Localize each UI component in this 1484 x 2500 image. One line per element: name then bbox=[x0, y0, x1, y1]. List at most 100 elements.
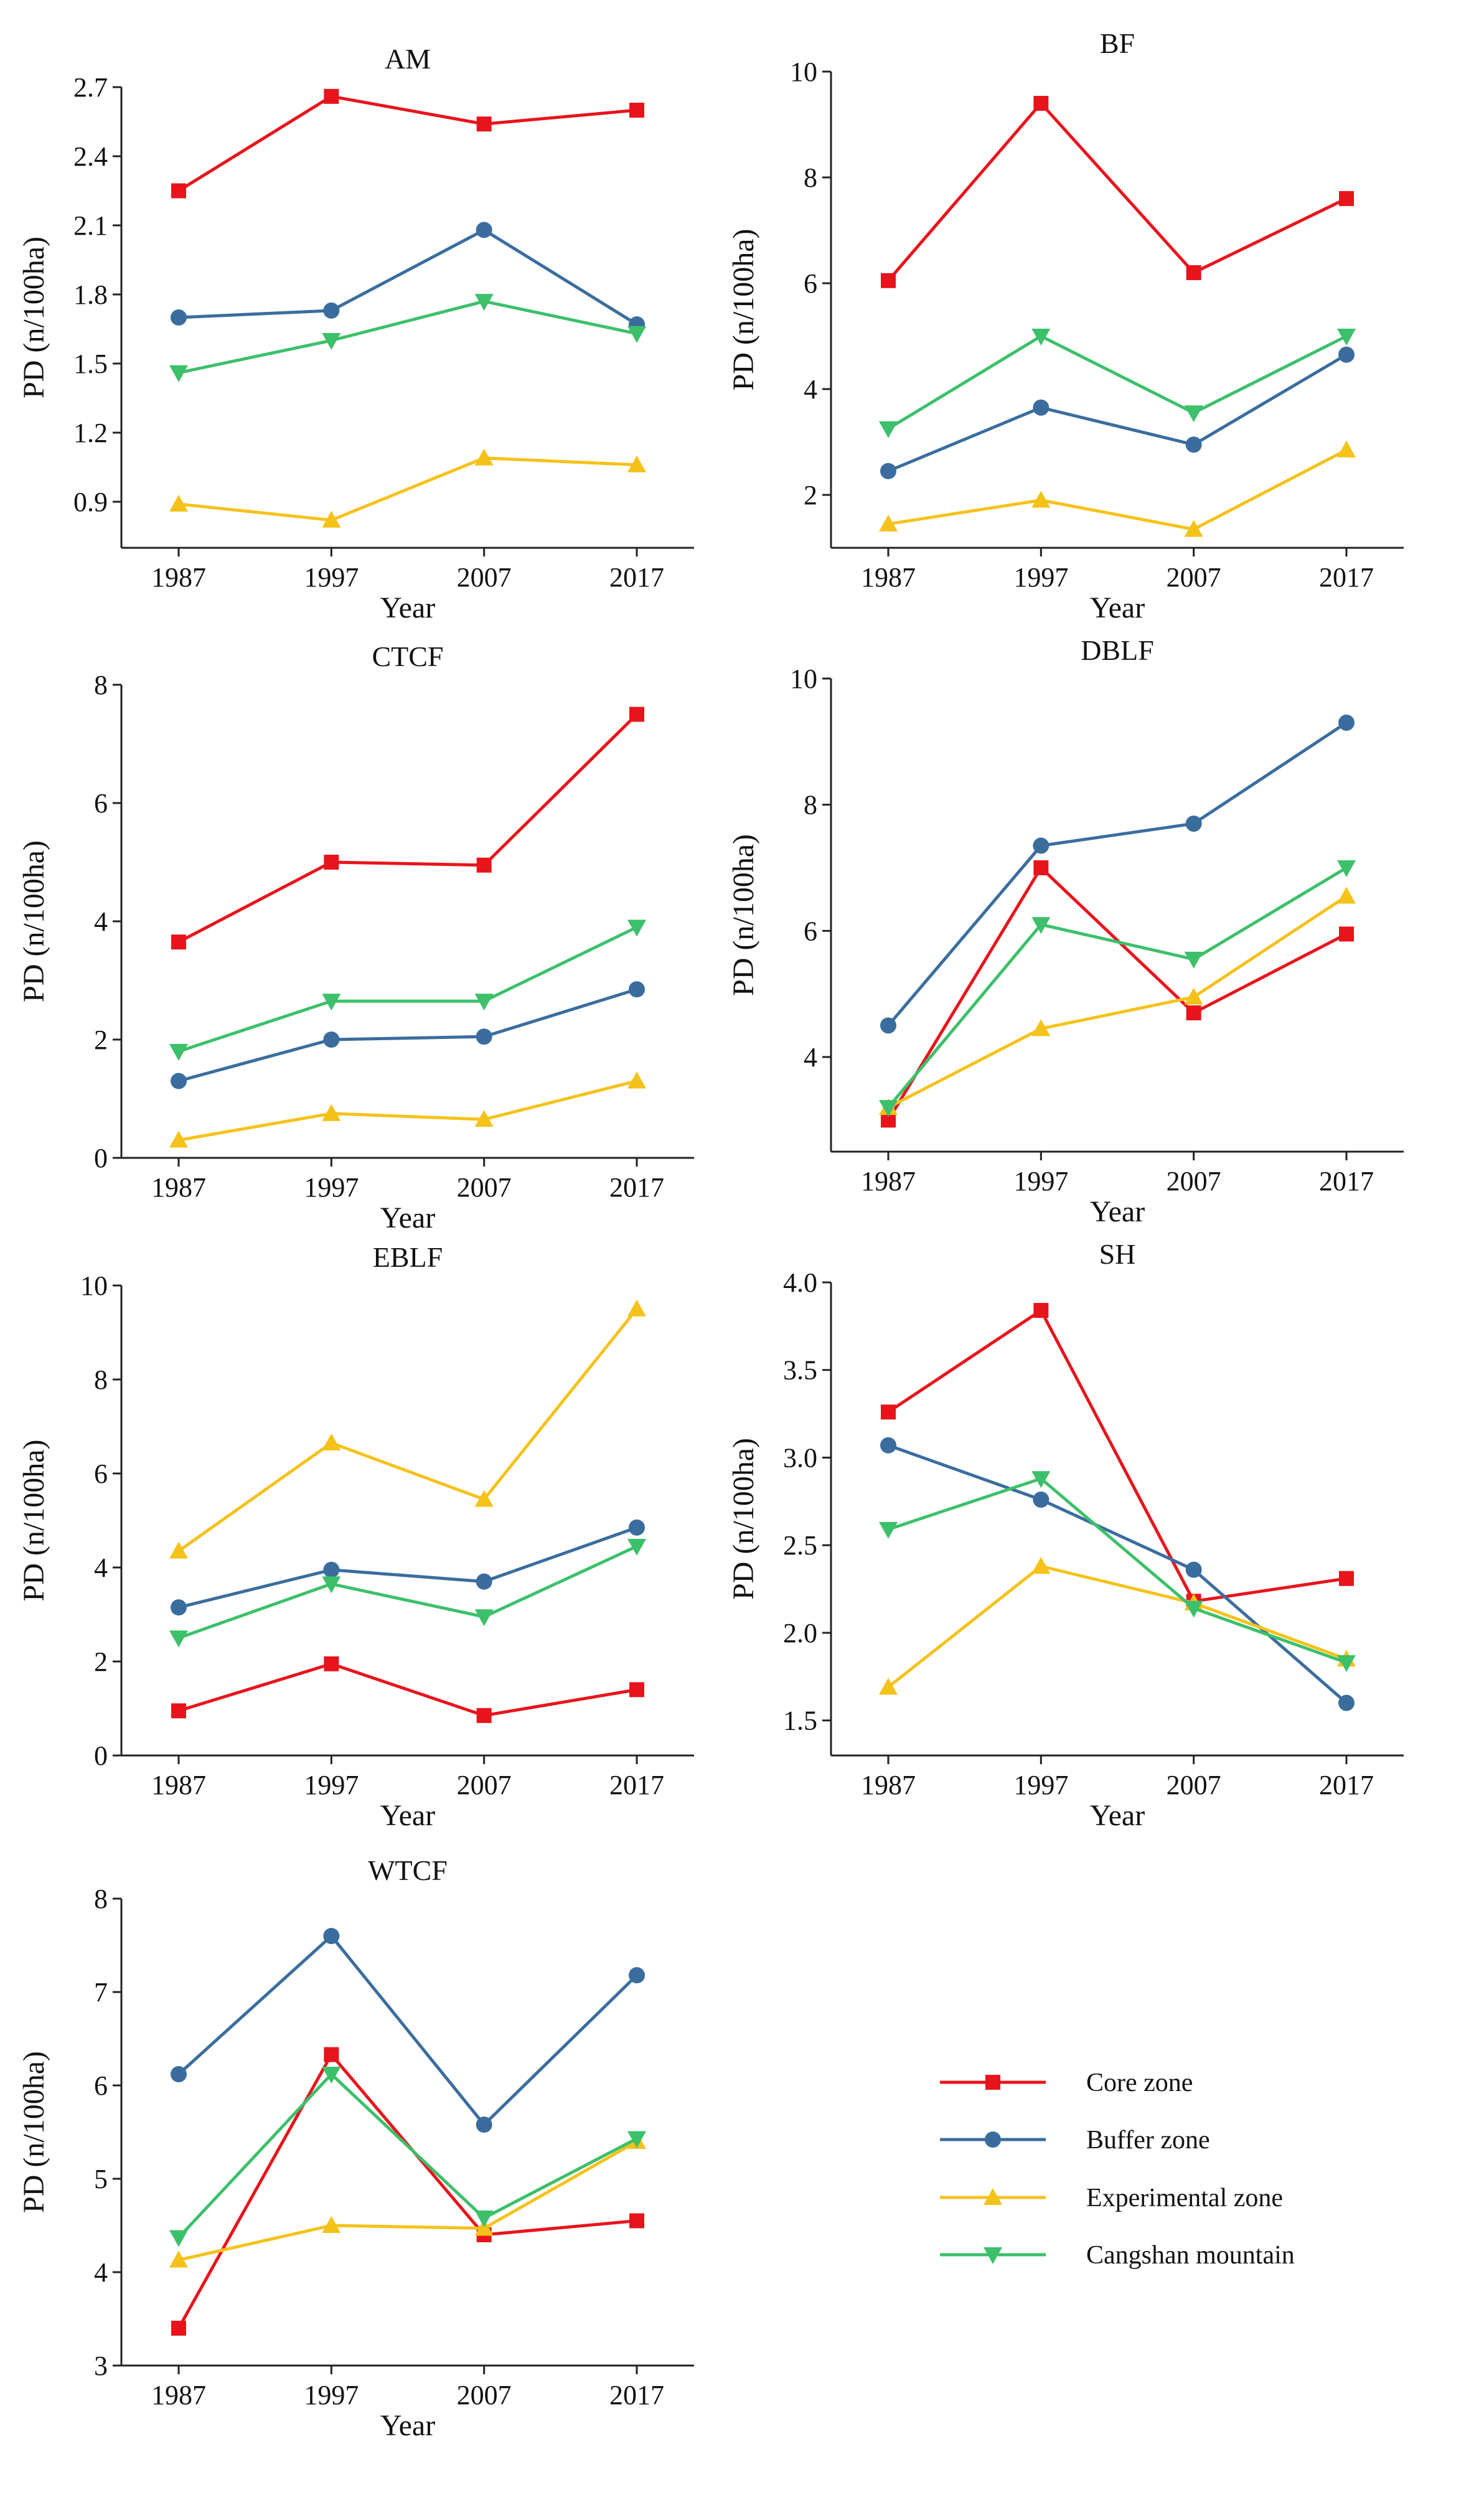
data-point bbox=[171, 2066, 187, 2082]
series-buffer-zone bbox=[171, 222, 645, 333]
series-core-zone bbox=[171, 88, 644, 199]
data-point bbox=[879, 421, 898, 438]
data-point bbox=[476, 857, 492, 873]
data-point bbox=[169, 1541, 188, 1559]
series-line bbox=[178, 299, 637, 375]
data-point bbox=[629, 103, 644, 118]
series-line bbox=[178, 1079, 637, 1142]
x-tick-label: 2007 bbox=[457, 2380, 512, 2410]
series-cangshan-mountain bbox=[169, 294, 646, 382]
x-tick-label: 2007 bbox=[1167, 562, 1221, 593]
y-tick-label: 5 bbox=[94, 2164, 108, 2194]
series-line bbox=[887, 101, 1348, 282]
data-point bbox=[169, 1630, 188, 1648]
legend-item-core-zone: Core zone bbox=[940, 2069, 1193, 2097]
data-point bbox=[171, 934, 186, 950]
y-axis-label: PD (n/100ha) bbox=[17, 1440, 50, 1602]
x-tick-label: 2007 bbox=[457, 562, 512, 593]
data-point bbox=[627, 455, 646, 472]
x-tick-label: 2017 bbox=[609, 1172, 664, 1203]
data-point bbox=[169, 2250, 188, 2268]
data-point bbox=[1339, 926, 1354, 942]
series-experimental-zone bbox=[879, 886, 1356, 1116]
series-line bbox=[886, 866, 1348, 1121]
y-axis-label: PD (n/100ha) bbox=[17, 840, 50, 1002]
x-tick-label: 1997 bbox=[1013, 1770, 1068, 1800]
data-point bbox=[171, 309, 187, 326]
y-tick-label: 6 bbox=[94, 2070, 108, 2101]
data-point bbox=[1337, 860, 1356, 877]
x-tick-label: 2017 bbox=[609, 2380, 664, 2410]
series-line bbox=[178, 1544, 638, 1640]
data-point bbox=[1339, 191, 1354, 206]
series-buffer-zone bbox=[171, 1928, 645, 2133]
legend-marker bbox=[985, 2131, 1001, 2148]
data-point bbox=[323, 1561, 340, 1578]
x-axis-label: Year bbox=[1090, 1195, 1145, 1228]
data-point bbox=[171, 183, 186, 199]
series-buffer-zone bbox=[171, 1519, 645, 1616]
data-point bbox=[1031, 917, 1051, 934]
data-point bbox=[322, 2067, 341, 2084]
data-point bbox=[476, 1708, 492, 1723]
data-point bbox=[169, 2230, 188, 2247]
y-tick-label: 2.4 bbox=[73, 141, 108, 172]
x-axis-label: Year bbox=[1090, 1799, 1145, 1832]
x-tick-label: 1987 bbox=[151, 562, 206, 593]
y-tick-label: 6 bbox=[804, 916, 817, 946]
data-point bbox=[1185, 436, 1202, 453]
data-point bbox=[1031, 1557, 1051, 1574]
y-tick-label: 4 bbox=[94, 1553, 108, 1583]
series-core-zone bbox=[881, 96, 1354, 288]
series-experimental-zone bbox=[169, 448, 646, 528]
series-line bbox=[887, 334, 1348, 430]
chart-title: WTCF bbox=[368, 1854, 448, 1886]
data-point bbox=[171, 2321, 186, 2336]
series-line bbox=[887, 895, 1348, 1109]
legend-label: Buffer zone bbox=[1086, 2126, 1210, 2155]
series-line bbox=[888, 1477, 1347, 1665]
data-point bbox=[1338, 1694, 1355, 1711]
data-point bbox=[169, 1044, 188, 1061]
data-point bbox=[1338, 346, 1355, 363]
data-point bbox=[322, 1576, 341, 1594]
data-point bbox=[169, 1130, 188, 1148]
data-point bbox=[627, 1299, 646, 1317]
y-tick-label: 6 bbox=[94, 788, 108, 819]
data-point bbox=[1184, 987, 1203, 1005]
data-point bbox=[474, 448, 494, 466]
y-axis-label: PD (n/100ha) bbox=[17, 2051, 50, 2213]
y-tick-label: 2.5 bbox=[783, 1530, 817, 1561]
x-axis-label: Year bbox=[1090, 591, 1145, 624]
y-tick-label: 10 bbox=[790, 664, 817, 694]
data-point bbox=[474, 1490, 494, 1507]
data-point bbox=[476, 1573, 492, 1590]
data-point bbox=[1186, 1005, 1201, 1021]
data-point bbox=[322, 1433, 341, 1450]
data-point bbox=[1031, 491, 1051, 508]
y-tick-label: 4 bbox=[804, 1042, 817, 1073]
data-point bbox=[476, 116, 492, 132]
data-point bbox=[629, 2213, 644, 2229]
data-point bbox=[1033, 837, 1050, 854]
x-tick-label: 2007 bbox=[1167, 1770, 1221, 1800]
data-point bbox=[629, 1682, 644, 1698]
data-point bbox=[476, 1028, 492, 1045]
y-axis-label: PD (n/100ha) bbox=[727, 834, 760, 996]
chart-title: SH bbox=[1099, 1238, 1136, 1270]
data-point bbox=[323, 1031, 340, 1048]
legend: Core zone Buffer zone Experimental zone Can… bbox=[940, 2069, 1295, 2270]
data-point bbox=[629, 707, 644, 722]
series-core-zone bbox=[171, 707, 644, 950]
y-tick-label: 8 bbox=[94, 1365, 108, 1395]
legend-marker bbox=[985, 2075, 1000, 2090]
data-point bbox=[323, 302, 340, 319]
series-line bbox=[177, 95, 637, 192]
series-line bbox=[177, 2072, 638, 2239]
x-tick-label: 1997 bbox=[304, 1172, 359, 1203]
data-point bbox=[322, 1104, 341, 1121]
y-tick-label: 2.0 bbox=[783, 1618, 817, 1648]
chart-panel-eblf: EBLF 0 2 4 6 8 10 1987 1997 2007 2017 Year PD (n/100… bbox=[17, 1241, 694, 1832]
series-line bbox=[178, 987, 637, 1083]
y-tick-label: 2.1 bbox=[73, 210, 108, 241]
